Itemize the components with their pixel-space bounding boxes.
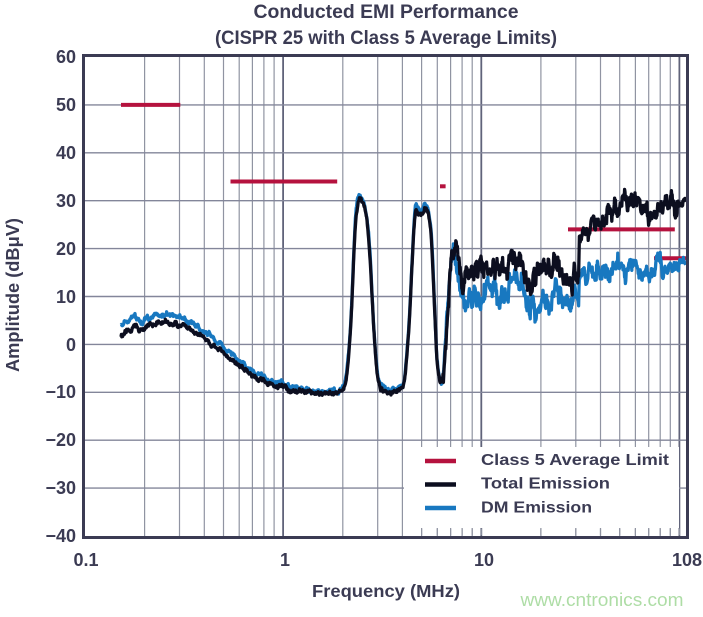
svg-text:40: 40 [56, 143, 76, 163]
svg-text:DM Emission: DM Emission [481, 500, 592, 517]
svg-text:−20: −20 [45, 430, 76, 450]
svg-text:www.cntronics.com: www.cntronics.com [519, 590, 683, 610]
svg-text:50: 50 [56, 95, 76, 115]
svg-text:0: 0 [66, 335, 76, 355]
svg-text:108: 108 [672, 550, 702, 570]
svg-text:Amplitude (dBμV): Amplitude (dBμV) [3, 218, 23, 372]
svg-text:0.1: 0.1 [73, 550, 98, 570]
svg-text:1: 1 [280, 550, 290, 570]
svg-text:(CISPR 25 with Class 5 Average: (CISPR 25 with Class 5 Average Limits) [215, 28, 557, 49]
svg-text:Conducted EMI Performance: Conducted EMI Performance [254, 2, 519, 23]
svg-text:60: 60 [56, 47, 76, 67]
svg-text:−10: −10 [45, 382, 76, 402]
svg-text:10: 10 [474, 550, 494, 570]
svg-text:30: 30 [56, 191, 76, 211]
svg-text:Frequency (MHz): Frequency (MHz) [312, 581, 460, 601]
svg-text:Class 5 Average Limit: Class 5 Average Limit [481, 452, 670, 469]
svg-text:20: 20 [56, 239, 76, 259]
svg-text:−30: −30 [45, 478, 76, 498]
svg-text:−40: −40 [45, 526, 76, 546]
svg-text:Total Emission: Total Emission [481, 476, 610, 493]
svg-text:10: 10 [56, 287, 76, 307]
